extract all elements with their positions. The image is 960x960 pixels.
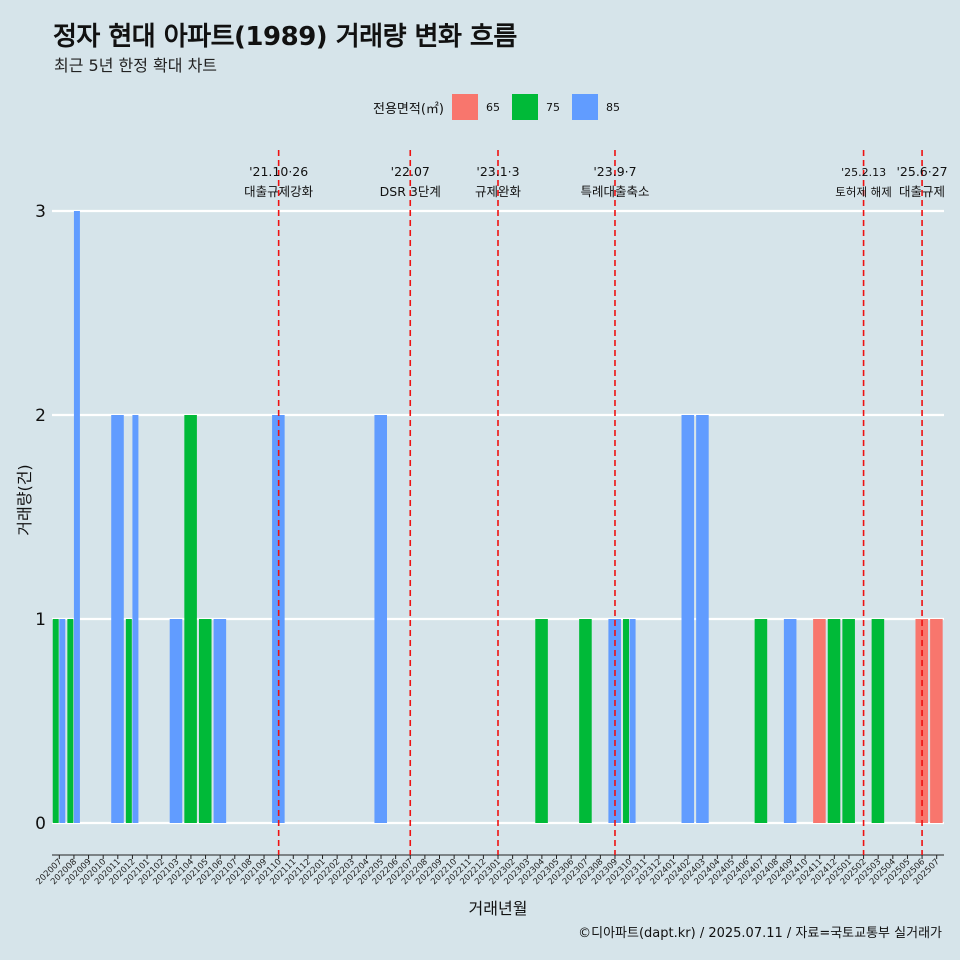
bar-75-202304 [535, 619, 548, 823]
annotation-date-0: '21.10·26 [249, 164, 308, 179]
legend-item-85: 85 [571, 94, 626, 120]
bar-75-202307 [579, 619, 592, 823]
legend-item-75: 75 [511, 94, 566, 120]
y-tick-label: 1 [35, 610, 46, 630]
bar-85-202205 [374, 415, 387, 823]
legend: 전용면적(㎡) 65 75 85 [373, 93, 632, 121]
annotation-label-3: 특례대출축소 [580, 184, 649, 199]
annotation-date-5: '25.6·27 [896, 164, 947, 179]
bar-85-202008 [73, 211, 80, 823]
bar-75-202310 [623, 619, 630, 823]
legend-swatch-85 [571, 94, 598, 120]
annotation-date-1: '22.07 [391, 164, 430, 179]
bar-75-202104 [184, 415, 197, 823]
annotation-date-3: '23.9·7 [593, 164, 636, 179]
bar-85-202007 [59, 619, 66, 823]
bar-85-202110 [272, 415, 285, 823]
chart-subtitle: 최근 5년 한정 확대 차트 [54, 56, 218, 75]
bar-85-202012 [132, 415, 139, 823]
bar-85-202310 [629, 619, 636, 823]
annotation-label-0: 대출규제강화 [244, 184, 314, 199]
annotation-label-4: 토허제 해제 [835, 185, 892, 199]
bar-75-202007 [52, 619, 59, 823]
bar-75-202105 [198, 619, 212, 823]
legend-label-65: 65 [485, 100, 500, 114]
annotation-label-1: DSR 3단계 [380, 184, 441, 199]
bar-85-202402 [681, 415, 695, 823]
bar-75-202012 [125, 619, 132, 823]
bar-75-202501 [842, 619, 855, 823]
bar-85-202403 [696, 415, 709, 823]
bar-75-202008 [67, 619, 74, 823]
bar-65-202411 [813, 619, 826, 823]
bar-85-202103 [169, 619, 183, 823]
bar-75-202503 [871, 619, 885, 823]
bar-65-202507 [930, 619, 943, 823]
y-tick-label: 0 [35, 814, 46, 834]
bar-75-202412 [827, 619, 841, 823]
legend-swatch-65 [451, 94, 478, 120]
annotation-label-5: 대출규제 [899, 184, 945, 199]
legend-item-65: 65 [451, 94, 506, 120]
legend-label-85: 85 [605, 100, 620, 114]
y-tick-label: 2 [35, 406, 46, 426]
y-axis-title: 거래량(건) [15, 464, 34, 535]
bar-75-202407 [754, 619, 768, 823]
bar-85-202106 [213, 619, 227, 823]
annotation-date-2: '23.1·3 [476, 164, 519, 179]
legend-label-75: 75 [545, 100, 560, 114]
legend-title: 전용면적(㎡) [373, 101, 444, 117]
bar-85-202409 [783, 619, 797, 823]
annotation-date-4: '25.2.13 [841, 166, 886, 179]
caption: ©디아파트(dapt.kr) / 2025.07.11 / 자료=국토교통부 실… [578, 926, 942, 941]
y-tick-label: 3 [35, 202, 46, 222]
bar-85-202011 [111, 415, 124, 823]
annotation-label-2: 규제완화 [475, 184, 522, 199]
chart-title: 정자 현대 아파트(1989) 거래량 변화 흐름 [53, 22, 517, 52]
legend-swatch-75 [511, 94, 538, 120]
x-axis-title: 거래년월 [469, 899, 528, 918]
